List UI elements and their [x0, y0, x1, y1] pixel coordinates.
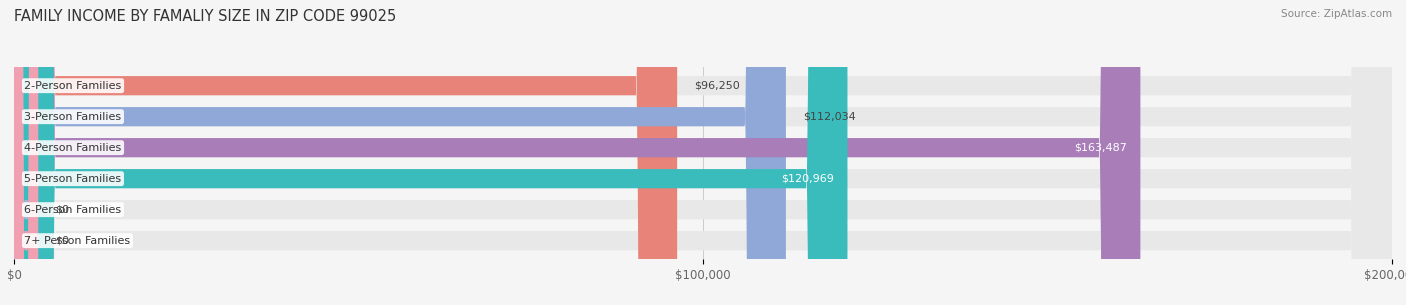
FancyBboxPatch shape [14, 0, 1392, 305]
FancyBboxPatch shape [14, 0, 786, 305]
Text: $112,034: $112,034 [803, 112, 856, 122]
FancyBboxPatch shape [14, 0, 38, 305]
Text: FAMILY INCOME BY FAMALIY SIZE IN ZIP CODE 99025: FAMILY INCOME BY FAMALIY SIZE IN ZIP COD… [14, 9, 396, 24]
Text: $0: $0 [55, 205, 69, 215]
Text: 5-Person Families: 5-Person Families [24, 174, 121, 184]
FancyBboxPatch shape [14, 0, 1392, 305]
FancyBboxPatch shape [14, 0, 1140, 305]
FancyBboxPatch shape [14, 0, 1392, 305]
Text: 6-Person Families: 6-Person Families [24, 205, 121, 215]
Text: $96,250: $96,250 [695, 81, 740, 91]
Text: $163,487: $163,487 [1074, 143, 1126, 153]
FancyBboxPatch shape [14, 0, 38, 305]
Text: $120,969: $120,969 [780, 174, 834, 184]
FancyBboxPatch shape [14, 0, 678, 305]
Text: 3-Person Families: 3-Person Families [24, 112, 121, 122]
FancyBboxPatch shape [14, 0, 1392, 305]
FancyBboxPatch shape [14, 0, 1392, 305]
Text: Source: ZipAtlas.com: Source: ZipAtlas.com [1281, 9, 1392, 19]
FancyBboxPatch shape [14, 0, 1392, 305]
Text: 2-Person Families: 2-Person Families [24, 81, 122, 91]
FancyBboxPatch shape [14, 0, 848, 305]
Text: $0: $0 [55, 236, 69, 246]
Text: 4-Person Families: 4-Person Families [24, 143, 122, 153]
Text: 7+ Person Families: 7+ Person Families [24, 236, 131, 246]
